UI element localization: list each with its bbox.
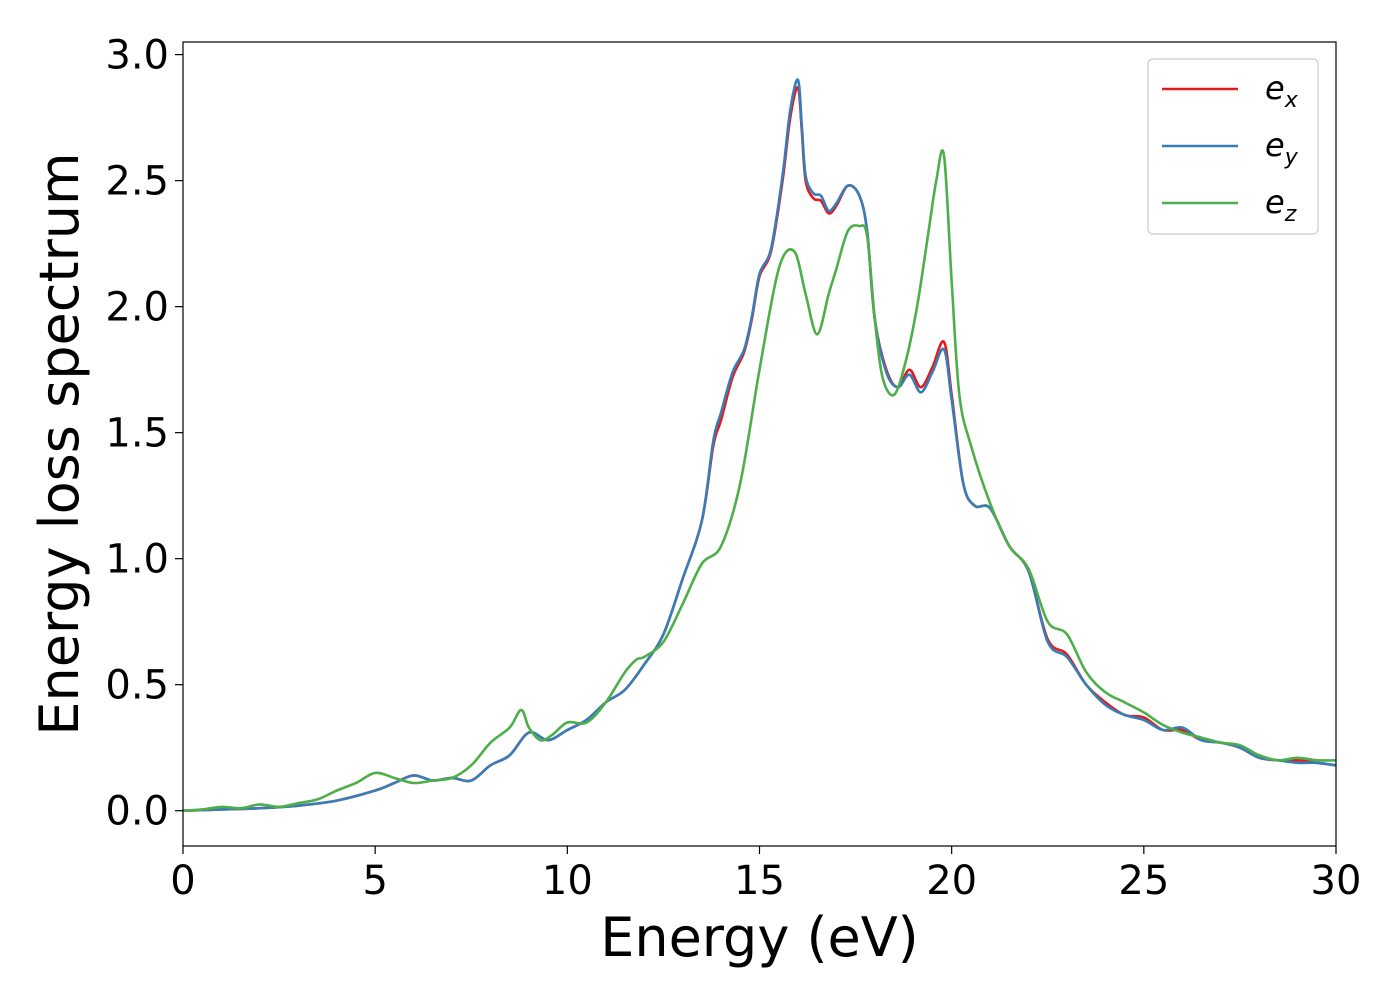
y-tick-label: 2.0 (105, 285, 169, 331)
x-tick-label: 15 (734, 858, 785, 904)
legend-label-subscript: x (1284, 88, 1299, 113)
legend-label-subscript: y (1284, 145, 1299, 170)
x-tick-label: 5 (362, 858, 387, 904)
y-tick-label: 2.5 (105, 159, 169, 205)
y-tick-label: 3.0 (105, 33, 169, 79)
series-layer (182, 78, 1337, 813)
x-tick-label: 10 (542, 858, 593, 904)
x-tick-label: 20 (926, 858, 977, 904)
series-line-y (182, 78, 1337, 813)
x-tick-label: 25 (1118, 858, 1169, 904)
legend-label-y: ey (1265, 126, 1299, 170)
y-tick-label: 1.0 (105, 537, 169, 583)
y-tick-label: 1.5 (105, 411, 169, 457)
legend-label-subscript: z (1284, 202, 1297, 227)
y-axis-label: Energy loss spectrum (28, 152, 91, 735)
x-axis-label: Energy (eV) (600, 906, 919, 969)
x-axis: 0 5 10 15 20 25 30 (170, 846, 1361, 904)
series-line-z (182, 149, 1337, 813)
legend-label-base: e (1265, 183, 1285, 221)
x-tick-label: 0 (170, 858, 195, 904)
legend-label-base: e (1265, 69, 1285, 107)
x-tick-label: 30 (1311, 858, 1362, 904)
legend-label-z: ez (1265, 183, 1297, 227)
legend-label-x: ex (1265, 69, 1299, 113)
legend-label-base: e (1265, 126, 1285, 164)
y-tick-label: 0.5 (105, 663, 169, 709)
y-tick-label: 0.0 (105, 789, 169, 835)
y-axis: 0.0 0.5 1.0 1.5 2.0 2.5 3.0 (105, 33, 183, 835)
